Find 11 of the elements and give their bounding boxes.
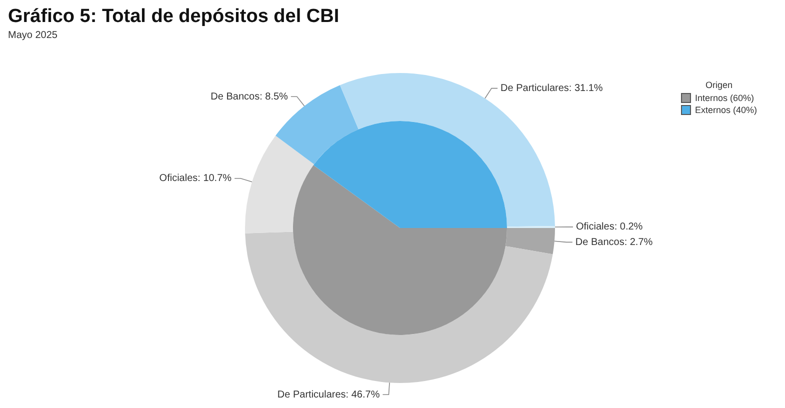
legend-title: Origen (704, 80, 734, 90)
slice-label: De Particulares: 46.7% (277, 389, 380, 400)
text: Mayo 2025 (8, 30, 58, 41)
slice-label: De Bancos: 2.7% (575, 236, 653, 248)
slice-label: Oficiales: 0.2% (576, 222, 643, 233)
slice-label: De Particulares: 31.1% (500, 83, 603, 94)
legend-label: Externos (40%) (694, 105, 757, 115)
slice-label: Oficiales: 10.7% (159, 173, 232, 184)
slice-label: De Bancos: 8.5% (210, 91, 288, 102)
legend-label: Internos (60%) (694, 93, 754, 103)
chart-title: Gráfico 5: Total de depósitos del CBI (8, 6, 340, 28)
